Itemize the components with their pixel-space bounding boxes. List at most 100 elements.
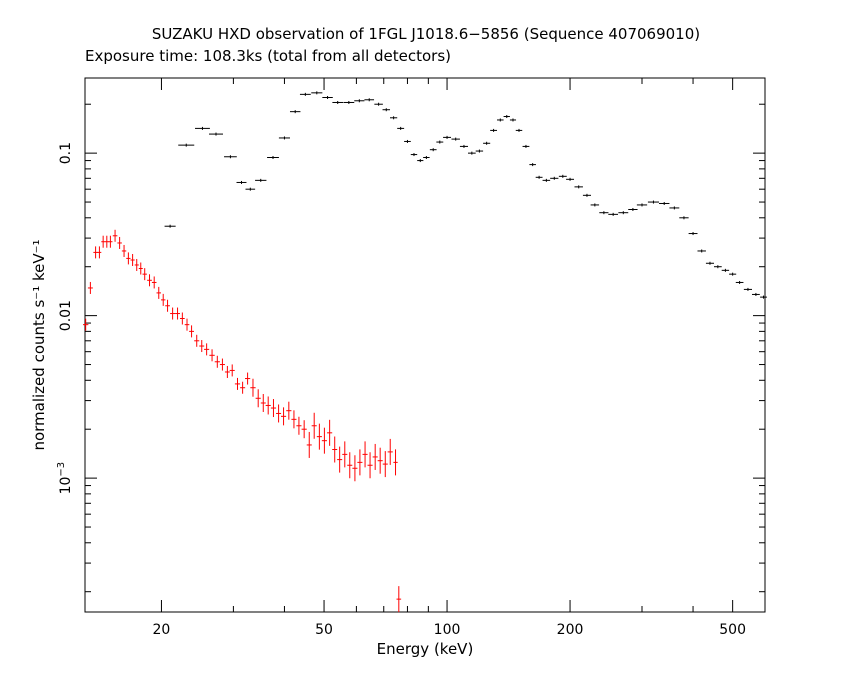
data-point: [367, 452, 373, 479]
data-point: [417, 159, 424, 163]
data-point: [142, 268, 147, 281]
data-point: [535, 175, 543, 179]
data-point: [397, 126, 405, 130]
data-point: [229, 364, 235, 377]
data-point: [209, 132, 223, 136]
data-point: [204, 343, 210, 356]
chart-title: SUZAKU HXD observation of 1FGL J1018.6−5…: [152, 25, 700, 43]
data-point: [362, 441, 368, 468]
data-point: [289, 110, 301, 114]
data-point: [236, 180, 247, 184]
data-point: [209, 349, 215, 362]
data-point: [735, 280, 744, 284]
data-point: [255, 389, 261, 408]
data-point: [151, 276, 157, 289]
data-point: [729, 272, 737, 276]
data-point: [387, 438, 393, 465]
data-point: [164, 224, 176, 228]
data-point: [599, 211, 609, 215]
data-point: [590, 203, 600, 207]
data-point: [382, 451, 388, 478]
data-point: [240, 381, 246, 394]
y-tick-label: 0.01: [58, 300, 74, 331]
data-point: [529, 163, 536, 167]
data-point: [156, 286, 162, 299]
data-point: [475, 149, 484, 153]
data-point: [688, 232, 698, 236]
data-point: [104, 235, 109, 248]
data-point: [184, 318, 190, 331]
y-axis-label: normalized counts s⁻¹ keV⁻¹: [30, 239, 48, 450]
data-point: [721, 268, 730, 272]
data-point: [436, 140, 444, 144]
data-point: [311, 412, 317, 439]
data-point: [327, 419, 333, 446]
data-point: [550, 176, 559, 180]
data-point: [467, 151, 476, 155]
data-point: [224, 365, 230, 378]
data-point: [126, 252, 131, 265]
data-point: [250, 378, 256, 397]
data-point: [189, 325, 194, 338]
x-tick-label: 50: [315, 622, 333, 638]
data-point: [515, 128, 523, 132]
x-tick-label: 100: [434, 622, 461, 638]
data-point: [322, 95, 333, 99]
data-point: [679, 216, 689, 220]
data-point: [108, 235, 113, 248]
data-point: [705, 261, 714, 265]
series-red: [83, 229, 402, 613]
data-point: [93, 246, 98, 259]
data-point: [628, 207, 638, 211]
data-point: [364, 98, 375, 102]
data-point: [270, 399, 277, 418]
data-point: [178, 143, 195, 147]
data-point: [194, 334, 200, 347]
data-point: [332, 436, 338, 463]
data-point: [165, 299, 170, 312]
data-point: [301, 420, 307, 439]
data-point: [179, 312, 185, 325]
data-point: [483, 141, 491, 145]
data-point: [618, 211, 629, 215]
data-point: [278, 136, 290, 140]
data-point: [354, 99, 365, 103]
data-point: [260, 393, 266, 412]
data-point: [390, 116, 398, 120]
data-point: [299, 92, 311, 96]
data-point: [112, 229, 118, 242]
data-point: [522, 144, 530, 148]
data-point: [647, 200, 660, 204]
data-point: [374, 102, 383, 106]
data-point: [410, 153, 418, 157]
x-axis-label: Energy (keV): [377, 640, 474, 658]
x-tick-label: 20: [153, 622, 171, 638]
data-point: [497, 118, 504, 122]
data-point: [117, 236, 122, 249]
x-tick-label: 500: [719, 622, 746, 638]
data-point: [503, 115, 510, 119]
x-tick-label: 200: [557, 622, 584, 638]
data-point: [214, 355, 220, 368]
data-point: [130, 253, 135, 266]
data-point: [147, 274, 152, 287]
data-point: [574, 185, 583, 189]
data-point: [342, 441, 348, 468]
data-point: [382, 108, 391, 112]
data-point: [316, 423, 322, 450]
data-point: [255, 178, 267, 182]
data-point: [134, 258, 139, 271]
data-point: [459, 144, 468, 148]
y-tick-label: 0.1: [58, 142, 74, 164]
data-point: [377, 447, 383, 474]
data-point: [658, 201, 670, 205]
data-point: [224, 155, 237, 159]
series-black: [164, 91, 767, 299]
data-point: [509, 118, 517, 122]
data-point: [343, 100, 355, 104]
data-point: [608, 212, 619, 216]
data-point: [669, 206, 680, 210]
data-point: [276, 404, 282, 423]
data-point: [138, 262, 143, 275]
